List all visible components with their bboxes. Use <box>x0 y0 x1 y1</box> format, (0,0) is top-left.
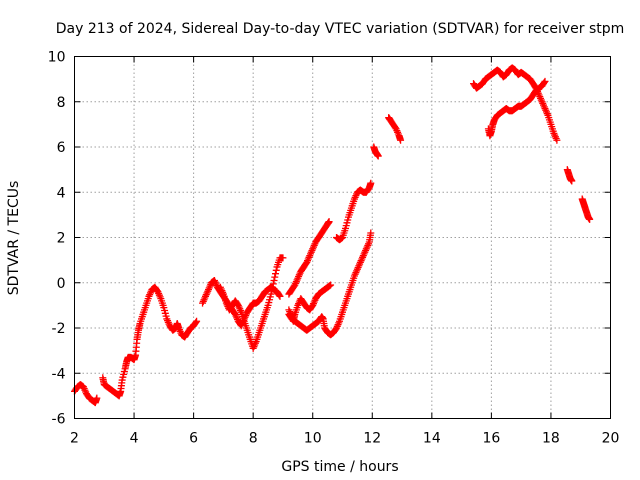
x-tick-label: 4 <box>130 431 139 447</box>
data-point <box>367 229 375 237</box>
y-tick-label: 4 <box>57 185 66 201</box>
data-point <box>272 270 279 278</box>
data-point <box>540 79 548 87</box>
series-seg11 <box>470 64 561 144</box>
x-tick-label: 8 <box>249 431 258 447</box>
data-point <box>367 179 375 187</box>
x-tick-label: 18 <box>542 431 560 447</box>
series-seg12 <box>484 77 549 140</box>
y-tick-label: 6 <box>57 140 66 156</box>
chart-title: Day 213 of 2024, Sidereal Day-to-day VTE… <box>56 21 625 37</box>
data-point <box>272 266 280 274</box>
series-seg14 <box>578 195 594 223</box>
y-tick-label: 8 <box>57 95 66 111</box>
x-tick-label: 20 <box>602 431 620 447</box>
data-point <box>269 280 277 288</box>
grid-lines <box>74 56 611 419</box>
x-tick-label: 12 <box>363 431 381 447</box>
series-seg10 <box>385 114 405 144</box>
data-point <box>568 177 576 185</box>
y-tick-label: 0 <box>57 276 66 292</box>
series-seg8 <box>333 179 375 244</box>
data-point <box>325 218 333 226</box>
y-axis-label: SDTVAR / TECUs <box>6 181 22 296</box>
data-point <box>268 287 276 295</box>
data-point <box>541 77 549 85</box>
data-point <box>93 394 101 402</box>
y-tick-label: 2 <box>57 231 66 247</box>
plot-frame <box>74 56 611 419</box>
data-point <box>374 152 382 160</box>
x-axis-label: GPS time / hours <box>281 459 398 475</box>
data-point <box>279 254 287 262</box>
y-tick-label: 10 <box>48 50 66 66</box>
data-point <box>267 290 275 298</box>
y-tick-label: -6 <box>52 412 66 428</box>
series-seg9 <box>370 143 382 160</box>
x-tick-label: 10 <box>304 431 322 447</box>
data-point <box>275 291 283 299</box>
y-tick-label: -2 <box>52 321 66 337</box>
data-points <box>71 64 594 407</box>
data-point <box>553 136 561 144</box>
series-seg6 <box>285 218 333 298</box>
series-seg5 <box>285 229 375 339</box>
series-seg4 <box>216 254 287 352</box>
series-seg2 <box>99 283 201 400</box>
x-tick-label: 14 <box>423 431 441 447</box>
data-point <box>270 276 278 284</box>
data-point <box>327 281 335 289</box>
series-seg1 <box>71 381 101 407</box>
axis-ticks: 2 4 6 8 10 12 14 16 18 20 -6 -4 -2 0 2 4 6 8 10 <box>48 50 620 447</box>
data-point <box>193 317 201 325</box>
series-seg7 <box>285 281 335 325</box>
data-point <box>192 318 200 326</box>
data-point <box>586 215 594 223</box>
data-point <box>271 273 279 281</box>
x-tick-label: 16 <box>482 431 500 447</box>
y-tick-label: -4 <box>52 366 66 382</box>
series-seg13 <box>563 166 576 185</box>
x-tick-label: 6 <box>189 431 198 447</box>
data-point <box>397 136 405 144</box>
data-point <box>269 283 277 291</box>
data-point <box>276 292 284 300</box>
x-tick-label: 2 <box>70 431 79 447</box>
